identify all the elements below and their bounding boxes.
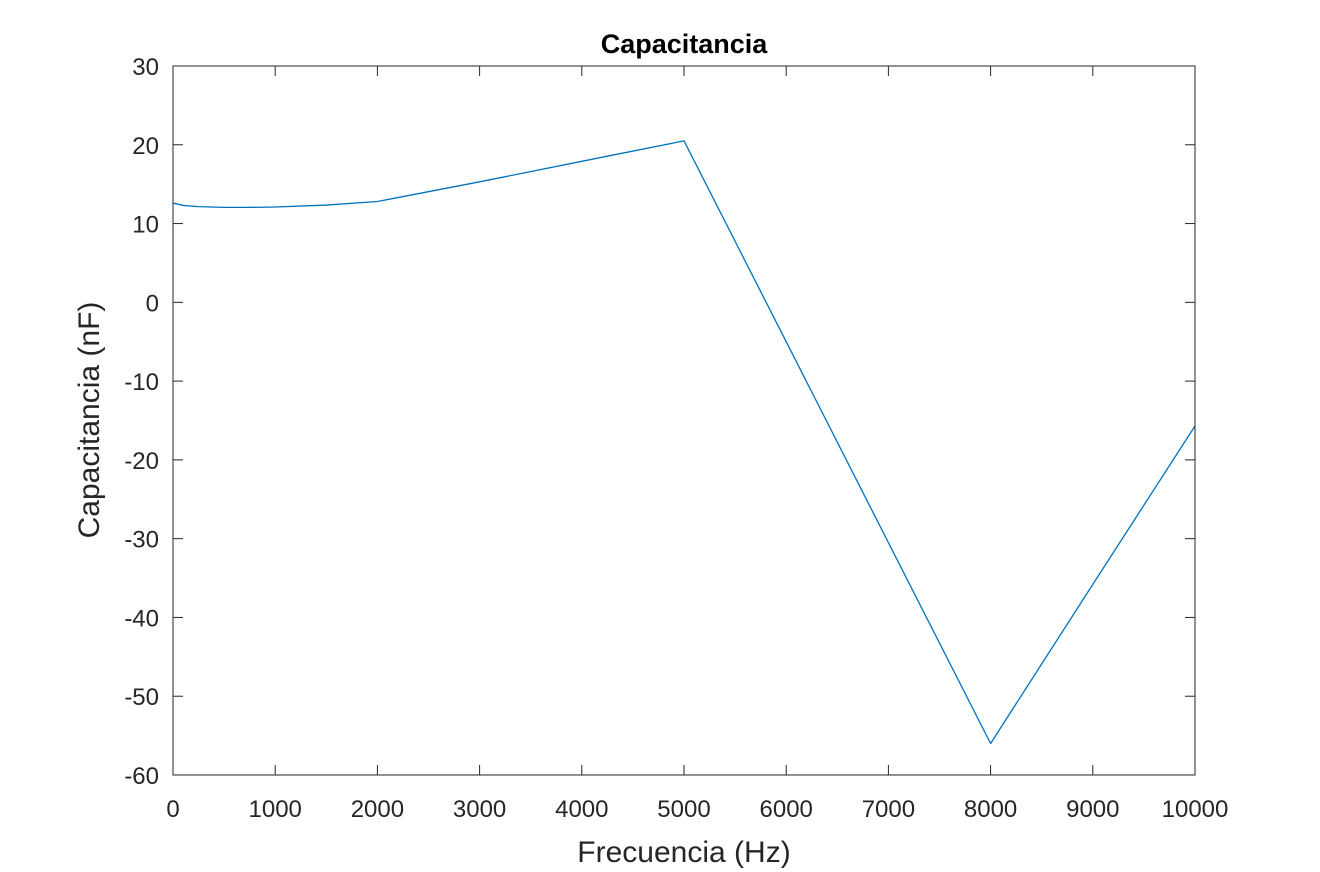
y-tick-label: 30: [132, 54, 159, 81]
x-axis-label: Frecuencia (Hz): [577, 836, 790, 869]
x-tick-label: 2000: [351, 796, 404, 823]
x-tick-label: 5000: [657, 796, 710, 823]
plot-area: [173, 66, 1195, 775]
x-tick-label: 1000: [249, 796, 302, 823]
y-tick-label: 10: [132, 212, 159, 239]
y-tick-label: 20: [132, 133, 159, 160]
x-tick-label: 4000: [555, 796, 608, 823]
x-tick-label: 7000: [862, 796, 915, 823]
y-tick-label: 0: [146, 290, 159, 317]
series-line: [172, 140, 1196, 745]
y-tick-label: -30: [124, 527, 159, 554]
y-tick-label: -40: [124, 605, 159, 632]
x-tick-label: 3000: [453, 796, 506, 823]
tick-labels: 0 1000 2000 3000 4000 5000 6000 7000 8000 9000 100…: [124, 54, 1228, 823]
y-tick-label: -60: [124, 763, 159, 790]
chart-title: Capacitancia: [601, 29, 769, 59]
y-tick-label: -10: [124, 369, 159, 396]
x-tick-label: 0: [166, 796, 179, 823]
plot-frame: [172, 65, 1196, 776]
y-tick-label: -20: [124, 448, 159, 475]
x-tick-label: 9000: [1066, 796, 1119, 823]
x-tick-label: 10000: [1162, 796, 1229, 823]
x-tick-label: 6000: [760, 796, 813, 823]
y-axis-label: Capacitancia (nF): [73, 302, 106, 539]
y-tick-label: -50: [124, 684, 159, 711]
x-tick-label: 8000: [964, 796, 1017, 823]
